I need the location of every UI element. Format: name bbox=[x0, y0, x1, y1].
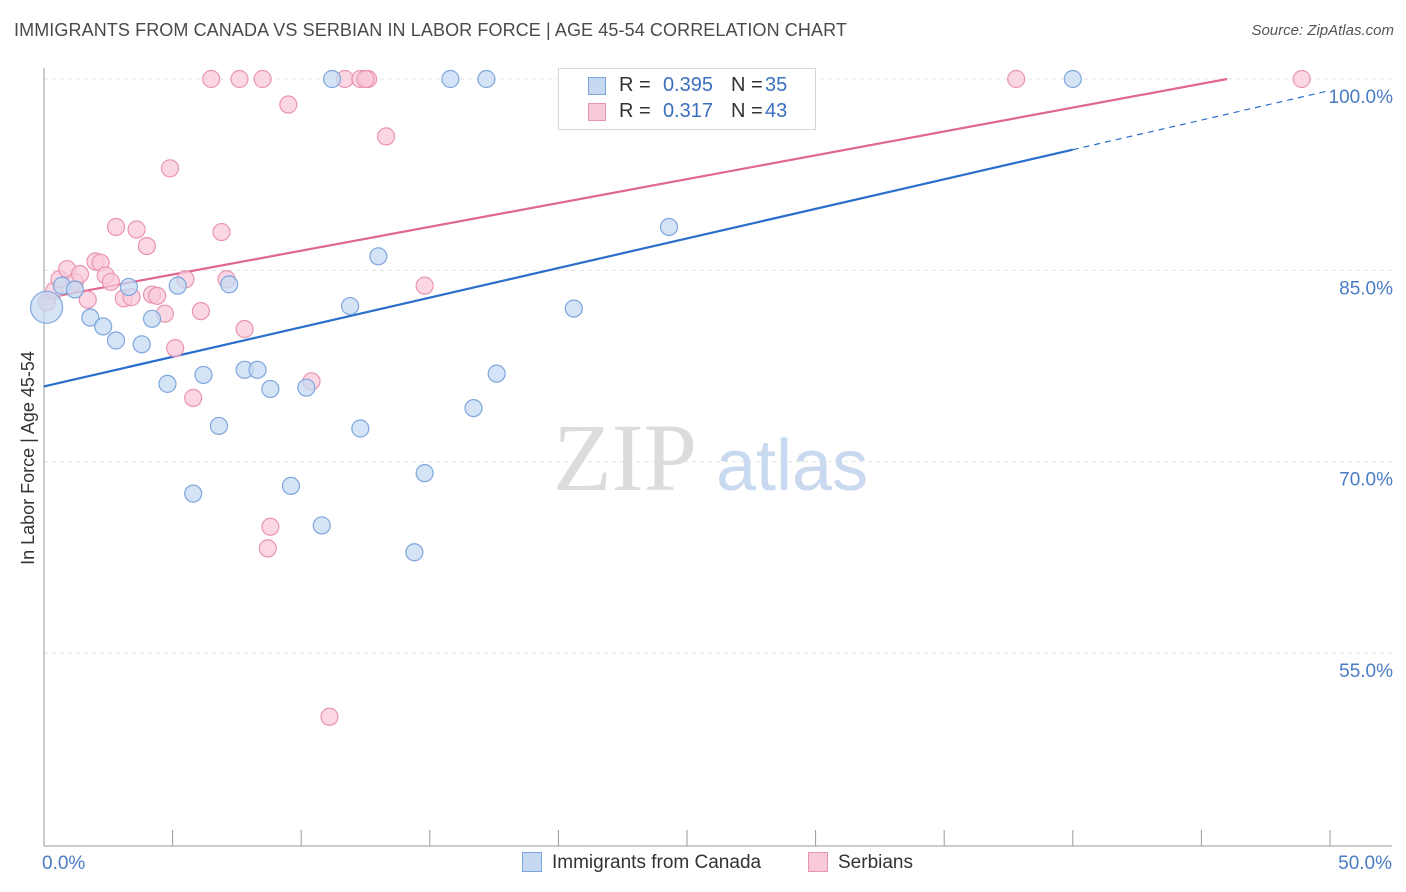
canada-point bbox=[487, 364, 506, 383]
serbian-point bbox=[1292, 69, 1311, 89]
serbian-points bbox=[37, 69, 1311, 726]
legend-label-serbian: Serbians bbox=[838, 852, 913, 873]
canada-point bbox=[281, 476, 301, 496]
canada-point bbox=[261, 379, 280, 399]
trend-lines bbox=[43, 77, 1331, 388]
serbian-point bbox=[191, 302, 210, 321]
legend-r-label: R = bbox=[619, 74, 651, 96]
legend-item-canada[interactable]: Immigrants from Canada bbox=[522, 852, 761, 874]
y-tick-label: 100.0% bbox=[1329, 87, 1394, 108]
canada-point bbox=[297, 378, 316, 397]
canada-point bbox=[564, 299, 583, 318]
serbian-point bbox=[320, 707, 339, 726]
legend-r-value: 0.395 bbox=[662, 74, 713, 96]
legend-r-label: R = bbox=[619, 100, 651, 122]
legend-n-value: 43 bbox=[765, 100, 788, 122]
canada-point bbox=[119, 277, 138, 297]
serbian-point bbox=[127, 220, 146, 239]
canada-point bbox=[194, 365, 213, 385]
canada-point bbox=[106, 331, 126, 350]
canada-point bbox=[441, 69, 460, 89]
y-tick-label: 70.0% bbox=[1339, 470, 1393, 491]
y-axis-label: In Labor Force | Age 45-54 bbox=[18, 351, 38, 565]
serbian-point bbox=[258, 539, 277, 558]
canada-point bbox=[29, 290, 64, 324]
canada-point bbox=[81, 308, 100, 327]
canada-point bbox=[477, 69, 496, 89]
canada-point bbox=[405, 543, 424, 562]
canada-point bbox=[158, 374, 177, 393]
legend-swatch-canada bbox=[588, 77, 606, 95]
canada-point bbox=[184, 484, 203, 503]
canada-point bbox=[248, 360, 267, 379]
x-tick-label-max: 50.0% bbox=[1338, 853, 1392, 874]
canada-point bbox=[94, 317, 113, 336]
watermark: ZIP atlas bbox=[553, 404, 868, 511]
canada-point bbox=[659, 217, 679, 237]
canada-point bbox=[464, 398, 483, 418]
stats-legend: R = 0.395 N = 35 R = 0.317 N = 43 bbox=[558, 68, 816, 130]
axes bbox=[43, 68, 1392, 847]
serbian-point bbox=[148, 286, 167, 305]
legend-row-canada: R = 0.395 N = 35 bbox=[559, 74, 815, 100]
serbian-point bbox=[137, 236, 156, 256]
serbian-point bbox=[230, 69, 249, 89]
serbian-point bbox=[184, 388, 203, 407]
legend-n-label: N = bbox=[731, 74, 763, 96]
watermark-atlas: atlas bbox=[716, 426, 868, 506]
serbian-point bbox=[356, 69, 375, 89]
serbian-point bbox=[279, 95, 298, 114]
serbian-point bbox=[261, 517, 280, 536]
serbian-point bbox=[1007, 69, 1026, 89]
canada-point bbox=[369, 247, 388, 266]
canada-point bbox=[351, 419, 370, 438]
trend-line-serbian bbox=[43, 77, 1228, 300]
legend-label-canada: Immigrants from Canada bbox=[552, 852, 762, 873]
y-tick-labels: 100.0% 85.0% 70.0% 55.0% bbox=[1329, 87, 1394, 682]
trend-line-canada bbox=[43, 148, 1074, 388]
serbian-point bbox=[376, 127, 396, 146]
chart-source: Source: ZipAtlas.com bbox=[1251, 22, 1394, 39]
legend-n-label: N = bbox=[731, 100, 763, 122]
legend-item-serbian[interactable]: Serbians bbox=[808, 852, 913, 874]
canada-point bbox=[65, 280, 84, 299]
serbian-point bbox=[166, 339, 185, 358]
serbian-point bbox=[70, 265, 90, 284]
serbian-point bbox=[212, 222, 231, 242]
serbian-point bbox=[415, 276, 434, 295]
canada-point bbox=[132, 335, 151, 354]
serbian-point bbox=[235, 319, 254, 339]
serbian-point bbox=[253, 69, 272, 89]
serbian-point bbox=[202, 69, 221, 89]
canada-point bbox=[209, 416, 228, 436]
legend-r-value: 0.317 bbox=[662, 100, 713, 122]
canada-point bbox=[322, 69, 342, 89]
legend-n-value: 35 bbox=[765, 74, 788, 96]
serbian-point bbox=[106, 217, 126, 237]
canada-point bbox=[168, 276, 187, 295]
y-tick-label: 85.0% bbox=[1339, 278, 1393, 299]
canada-point bbox=[312, 516, 331, 535]
legend-swatch-canada bbox=[522, 852, 542, 872]
serbian-point bbox=[78, 290, 97, 309]
canada-points bbox=[29, 69, 1082, 562]
canada-point bbox=[220, 275, 239, 294]
legend-row-serbian: R = 0.317 N = 43 bbox=[559, 100, 815, 126]
x-tick-label-min: 0.0% bbox=[42, 853, 85, 874]
canada-point bbox=[415, 464, 434, 483]
legend-swatch-serbian bbox=[808, 852, 828, 872]
canada-point bbox=[142, 309, 162, 328]
y-tick-label: 55.0% bbox=[1339, 661, 1393, 682]
canada-point bbox=[1063, 69, 1082, 89]
legend-swatch-serbian bbox=[588, 103, 606, 121]
serbian-point bbox=[160, 159, 180, 178]
chart-title: IMMIGRANTS FROM CANADA VS SERBIAN IN LAB… bbox=[14, 20, 847, 40]
serbian-point bbox=[101, 272, 120, 291]
watermark-zip: ZIP bbox=[553, 404, 697, 511]
x-ticks bbox=[43, 830, 1331, 846]
canada-point bbox=[340, 296, 360, 316]
